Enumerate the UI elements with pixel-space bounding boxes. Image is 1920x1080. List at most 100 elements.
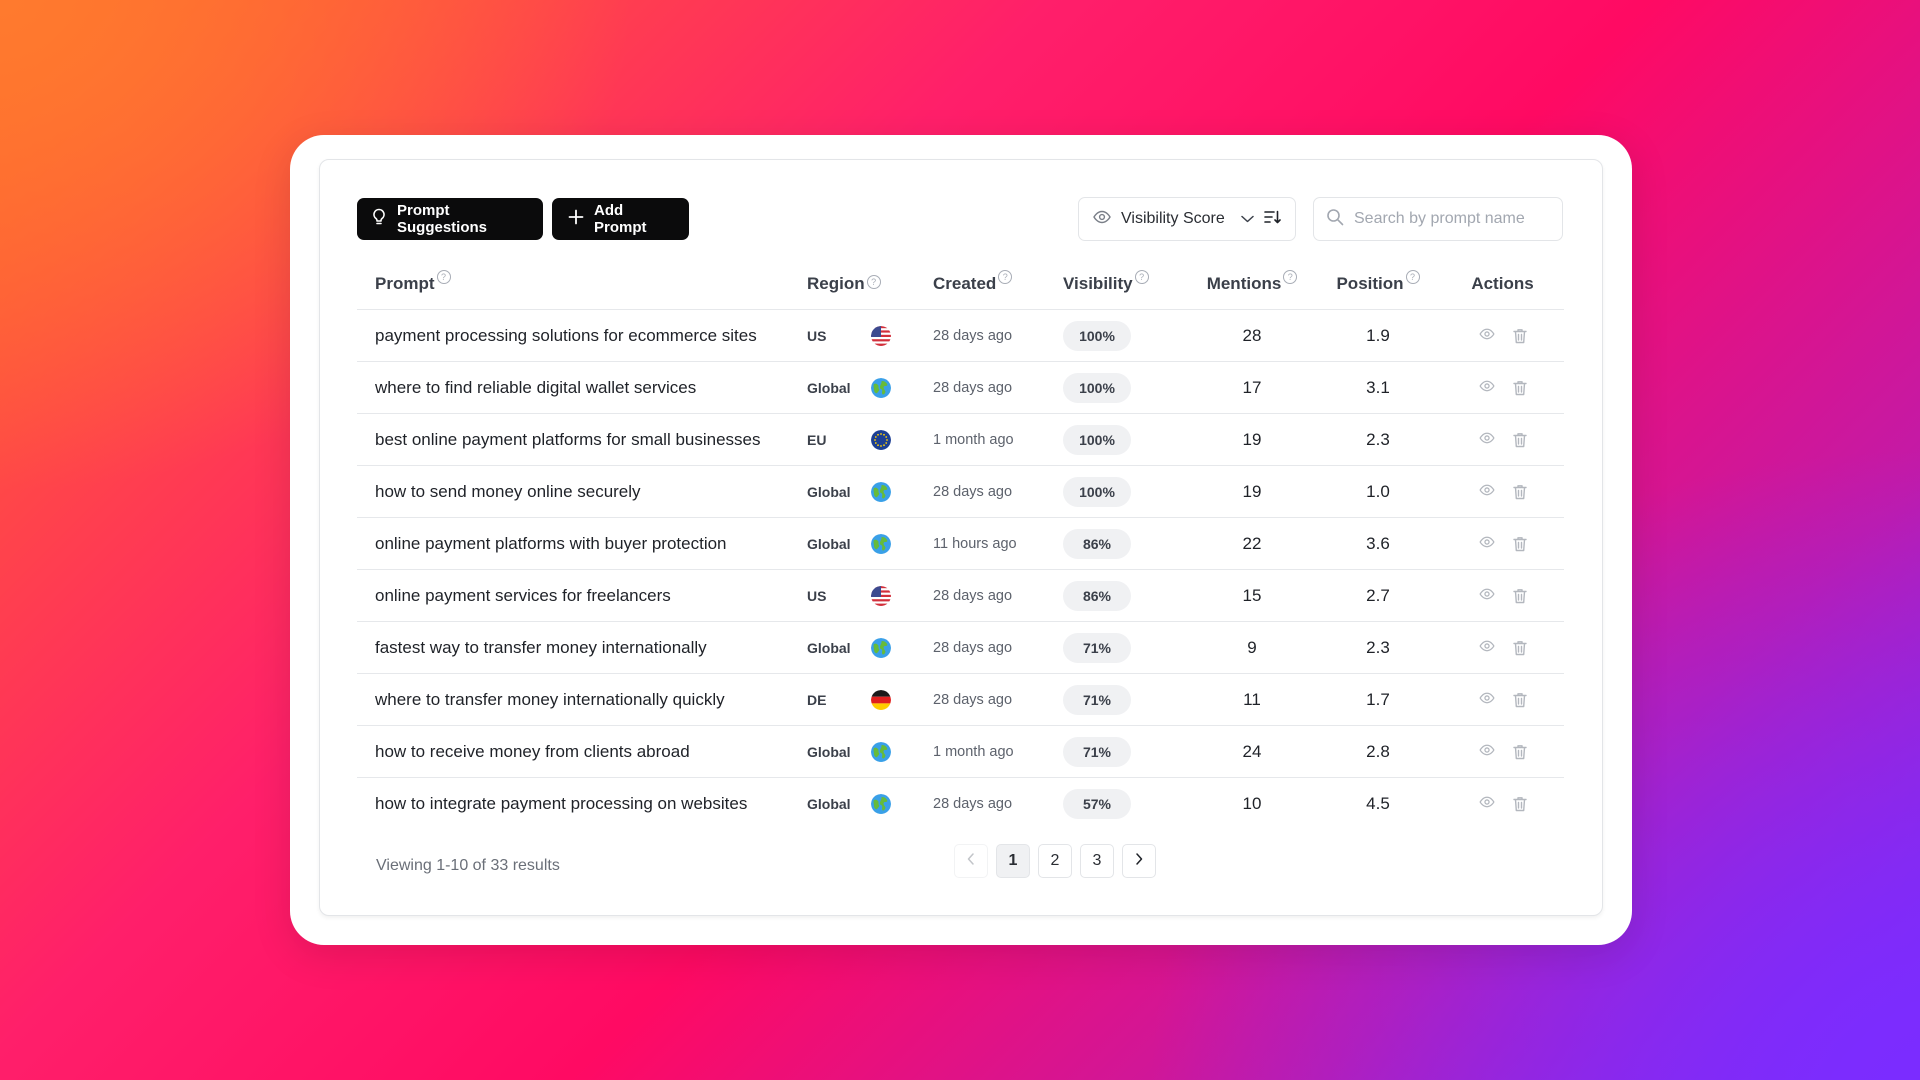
region-cell: Global [807,533,933,554]
region-cell: Global [807,377,933,398]
plus-icon [568,209,584,229]
trash-icon[interactable] [1512,796,1527,812]
trash-icon[interactable] [1512,328,1527,344]
lightbulb-icon [371,208,387,230]
table-row[interactable]: online payment services for freelancers U… [357,570,1564,622]
mentions-value: 9 [1247,637,1257,657]
visibility-cell: 57% [1063,789,1189,819]
column-header-position[interactable]: Position? [1315,269,1441,294]
table-body: payment processing solutions for ecommer… [357,310,1564,830]
globe-icon [871,637,891,658]
table-row[interactable]: payment processing solutions for ecommer… [357,310,1564,362]
visibility-cell: 71% [1063,736,1189,767]
sort-descending-icon[interactable] [1264,210,1281,229]
help-icon[interactable]: ? [1283,269,1298,284]
search-box[interactable] [1313,197,1563,241]
table-row[interactable]: online payment platforms with buyer prot… [357,518,1564,570]
eye-icon[interactable] [1478,432,1495,448]
help-icon[interactable]: ? [436,269,451,284]
table-row[interactable]: where to find reliable digital wallet se… [357,362,1564,414]
actions-cell [1441,796,1564,812]
visibility-badge: 86% [1063,580,1131,611]
column-header-position-label: Position [1336,273,1404,293]
chevron-right-icon [1135,852,1143,870]
help-icon[interactable]: ? [1405,269,1420,284]
region-code: Global [807,379,851,396]
prev-page-button[interactable] [954,844,988,878]
help-icon[interactable]: ? [866,274,881,289]
region-cell: US [807,325,933,346]
column-header-actions: Actions [1441,274,1564,294]
region-cell: Global [807,637,933,658]
column-header-region[interactable]: Region? [807,274,933,294]
table-row[interactable]: where to transfer money internationally … [357,674,1564,726]
actions-cell [1441,744,1564,760]
prompt-cell: online payment platforms with buyer prot… [357,534,807,554]
prompt-cell: fastest way to transfer money internatio… [357,638,807,658]
visibility-badge: 57% [1063,789,1131,819]
visibility-cell: 71% [1063,684,1189,715]
trash-icon[interactable] [1512,380,1527,396]
mentions-value: 19 [1242,429,1262,449]
created-text: 28 days ago [933,691,1013,708]
prompt-cell: payment processing solutions for ecommer… [357,326,807,346]
table-row[interactable]: best online payment platforms for small … [357,414,1564,466]
table-row[interactable]: how to send money online securely Global 2… [357,466,1564,518]
page-button-1[interactable]: 1 [996,844,1030,878]
prompt-cell: where to transfer money internationally … [357,690,807,710]
created-text: 28 days ago [933,379,1013,396]
visibility-cell: 71% [1063,632,1189,663]
created-cell: 28 days ago [933,483,1063,501]
actions-cell [1441,692,1564,708]
eye-icon[interactable] [1478,640,1495,656]
trash-icon[interactable] [1512,536,1527,552]
position-value: 1.7 [1366,689,1390,709]
column-header-prompt[interactable]: Prompt? [357,269,807,294]
add-prompt-button[interactable]: Add Prompt [552,198,689,240]
page-button-2[interactable]: 2 [1038,844,1072,878]
pagination: 1 2 3 [954,844,1156,878]
help-icon[interactable]: ? [1134,269,1149,284]
trash-icon[interactable] [1512,588,1527,604]
eye-icon[interactable] [1478,796,1495,812]
eye-icon[interactable] [1478,328,1495,344]
trash-icon[interactable] [1512,640,1527,656]
eye-icon[interactable] [1478,380,1495,396]
eye-icon[interactable] [1478,692,1495,708]
next-page-button[interactable] [1122,844,1156,878]
table-row[interactable]: fastest way to transfer money internatio… [357,622,1564,674]
eye-icon[interactable] [1478,484,1495,500]
prompt-suggestions-button[interactable]: Prompt Suggestions [357,198,543,240]
trash-icon[interactable] [1512,692,1527,708]
search-input[interactable] [1352,209,1546,229]
visibility-badge: 100% [1063,320,1131,351]
table-row[interactable]: how to receive money from clients abroad… [357,726,1564,778]
trash-icon[interactable] [1512,484,1527,500]
help-icon[interactable]: ? [998,269,1013,284]
column-header-created[interactable]: Created? [933,269,1063,294]
position-value: 3.6 [1366,533,1390,553]
prompt-cell: best online payment platforms for small … [357,430,807,450]
column-header-mentions[interactable]: Mentions? [1189,269,1315,294]
mentions-value: 11 [1243,689,1261,709]
position-value: 2.3 [1366,637,1390,657]
created-cell: 28 days ago [933,639,1063,657]
globe-icon [871,481,891,502]
created-text: 28 days ago [933,639,1013,656]
trash-icon[interactable] [1512,432,1527,448]
prompt-cell: where to find reliable digital wallet se… [357,378,807,398]
position-value: 2.7 [1366,585,1390,605]
visibility-badge: 100% [1063,372,1131,403]
eye-icon[interactable] [1478,588,1495,604]
column-header-visibility[interactable]: Visibility? [1063,269,1189,294]
eye-icon[interactable] [1478,744,1495,760]
page-button-3[interactable]: 3 [1080,844,1114,878]
sort-select[interactable]: Visibility Score [1078,197,1296,241]
eye-icon[interactable] [1478,536,1495,552]
mentions-value: 10 [1242,794,1262,813]
created-cell: 11 hours ago [933,535,1063,553]
add-prompt-label: Add Prompt [594,202,647,236]
trash-icon[interactable] [1512,744,1527,760]
table-row[interactable]: how to integrate payment processing on w… [357,778,1564,830]
created-cell: 28 days ago [933,795,1063,813]
